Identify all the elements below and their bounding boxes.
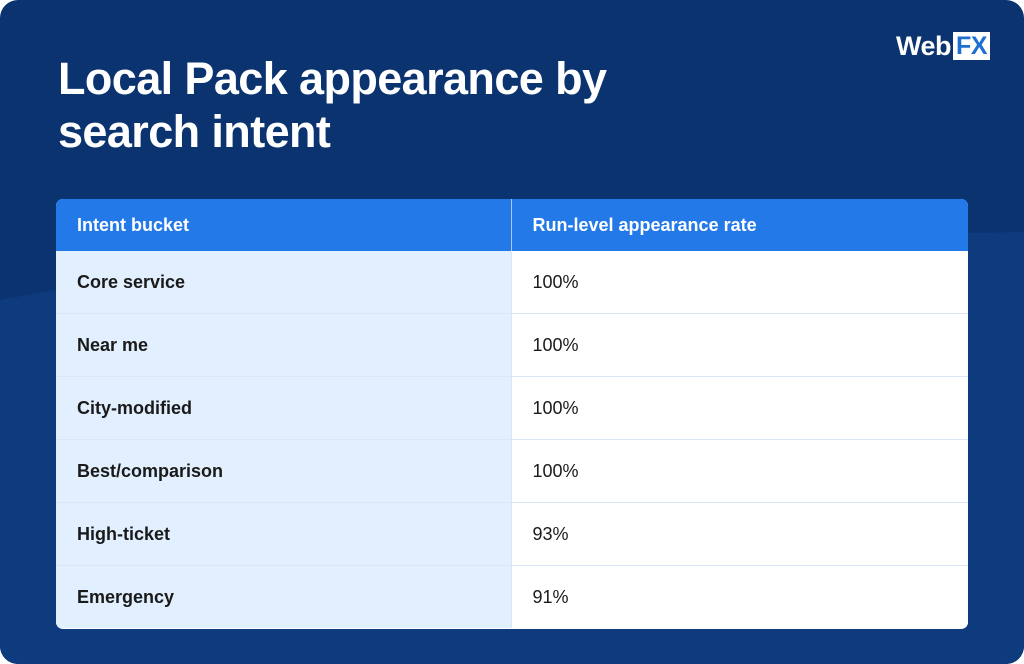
data-table-container: Intent bucket Run-level appearance rate … <box>56 199 968 629</box>
rate-cell: 100% <box>510 313 968 377</box>
webfx-logo: Web FX <box>896 31 990 61</box>
table-row: High-ticket 93% <box>56 502 968 566</box>
intent-cell: High-ticket <box>56 502 511 566</box>
intent-cell: Best/comparison <box>56 439 511 503</box>
page-title: Local Pack appearance by search intent <box>58 53 607 157</box>
logo-badge: FX <box>953 32 990 60</box>
table-row: Near me 100% <box>56 313 968 377</box>
table-row: City-modified 100% <box>56 376 968 440</box>
table-row: Core service 100% <box>56 251 968 314</box>
rate-cell: 100% <box>510 439 968 503</box>
column-header-intent: Intent bucket <box>56 199 511 251</box>
column-header-rate: Run-level appearance rate <box>510 199 968 251</box>
table-row: Best/comparison 100% <box>56 439 968 503</box>
rate-cell: 93% <box>510 502 968 566</box>
table-header-row: Intent bucket Run-level appearance rate <box>56 199 968 251</box>
intent-cell: Near me <box>56 313 511 377</box>
intent-cell: Emergency <box>56 565 511 628</box>
rate-cell: 100% <box>510 376 968 440</box>
logo-text: Web <box>896 31 952 61</box>
intent-table: Intent bucket Run-level appearance rate … <box>56 199 968 628</box>
intent-cell: City-modified <box>56 376 511 440</box>
intent-cell: Core service <box>56 251 511 314</box>
rate-cell: 100% <box>510 251 968 314</box>
table-row: Emergency 91% <box>56 565 968 628</box>
rate-cell: 91% <box>510 565 968 628</box>
